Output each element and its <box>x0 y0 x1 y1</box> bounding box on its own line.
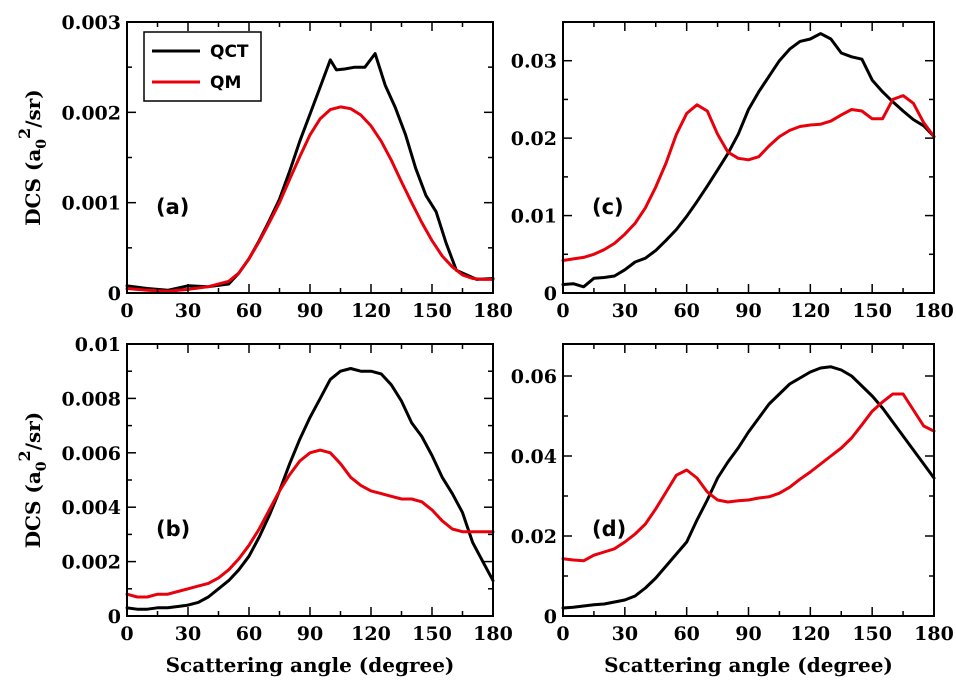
y-tick-label: 0.02 <box>511 128 557 150</box>
series-qct-line <box>561 32 936 289</box>
x-tick-label: 120 <box>351 300 391 322</box>
series-qct-line <box>125 367 495 611</box>
y-tick-label: 0.01 <box>75 334 121 356</box>
y-tick-label: 0.06 <box>511 366 557 388</box>
series-qm-line <box>125 105 495 293</box>
x-tick-label: 150 <box>412 623 452 645</box>
x-tick-label: 90 <box>297 300 323 322</box>
y-tick-label: 0.001 <box>62 193 122 215</box>
x-tick-label: 60 <box>236 300 262 322</box>
y-tick-label: 0.01 <box>511 206 557 228</box>
y-axis-label: DCS (a02/sr) <box>15 412 50 549</box>
series-qct-line <box>561 365 936 610</box>
legend-box <box>143 31 262 102</box>
x-tick-label: 150 <box>412 300 452 322</box>
x-tick-label: 180 <box>914 623 954 645</box>
x-tick-label: 0 <box>556 623 569 645</box>
x-tick-label: 0 <box>120 623 133 645</box>
x-tick-label: 180 <box>473 300 513 322</box>
x-tick-label: 180 <box>914 300 954 322</box>
legend: QCT QM <box>143 31 262 102</box>
x-tick-label: 120 <box>351 623 391 645</box>
y-tick-label: 0 <box>544 283 557 305</box>
panel-label: (c) <box>592 195 624 219</box>
y-tick-label: 0.02 <box>511 526 557 548</box>
y-tick-label: 0.03 <box>511 51 557 73</box>
y-tick-label: 0 <box>108 606 121 628</box>
y-tick-label: 0 <box>108 283 121 305</box>
x-tick-label: 180 <box>473 623 513 645</box>
y-tick-label: 0.002 <box>62 102 122 124</box>
x-tick-label: 90 <box>735 300 761 322</box>
series-qct-line <box>125 52 495 292</box>
series-qm-line <box>561 94 936 262</box>
x-tick-label: 120 <box>790 300 830 322</box>
panel-d: 0 30 60 90 120 150 180 0 0.02 0.04 0.06 (d) Scatteri… <box>511 343 954 677</box>
panel-label: (d) <box>592 517 626 541</box>
x-tick-label: 90 <box>297 623 323 645</box>
x-tick-label: 30 <box>175 623 201 645</box>
x-tick-label: 30 <box>175 300 201 322</box>
y-tick-label: 0 <box>544 606 557 628</box>
x-tick-label: 120 <box>790 623 830 645</box>
panel-c: 0 30 60 90 120 150 180 0 0.01 0.02 0.03 (c) <box>511 21 954 322</box>
x-tick-label: 150 <box>852 623 892 645</box>
x-tick-label: 60 <box>236 623 262 645</box>
y-tick-label: 0.008 <box>62 388 122 410</box>
y-tick-label: 0.004 <box>62 497 122 519</box>
series-qm-line <box>561 392 936 563</box>
x-axis-label: Scattering angle (degree) <box>166 653 455 677</box>
legend-label-qct: QCT <box>210 42 249 62</box>
panel-label: (b) <box>156 517 190 541</box>
x-tick-label: 30 <box>612 623 638 645</box>
x-tick-label: 60 <box>673 300 699 322</box>
plot-frame <box>126 343 494 617</box>
y-tick-label: 0.003 <box>62 12 122 34</box>
x-tick-label: 0 <box>120 300 133 322</box>
panel-b: 0 30 60 90 120 150 180 0 0.002 0.004 0.006 0.008 0.0… <box>15 334 513 677</box>
panel-a: 0 30 60 90 120 150 180 0 0.001 0.002 0.003 (a) DCS (… <box>15 12 513 322</box>
y-tick-label: 0.006 <box>62 443 122 465</box>
plot-frame <box>562 343 935 617</box>
x-axis-label: Scattering angle (degree) <box>604 653 893 677</box>
y-tick-label: 0.002 <box>62 552 122 574</box>
y-tick-label: 0.04 <box>511 446 557 468</box>
y-axis-label: DCS (a02/sr) <box>15 89 50 226</box>
x-tick-label: 30 <box>612 300 638 322</box>
x-tick-label: 60 <box>673 623 699 645</box>
plot-frame <box>562 21 935 294</box>
legend-label-qm: QM <box>210 73 241 93</box>
series-qm-line <box>125 448 495 599</box>
x-tick-label: 0 <box>556 300 569 322</box>
x-tick-label: 150 <box>852 300 892 322</box>
x-tick-label: 90 <box>735 623 761 645</box>
panel-label: (a) <box>156 195 189 219</box>
